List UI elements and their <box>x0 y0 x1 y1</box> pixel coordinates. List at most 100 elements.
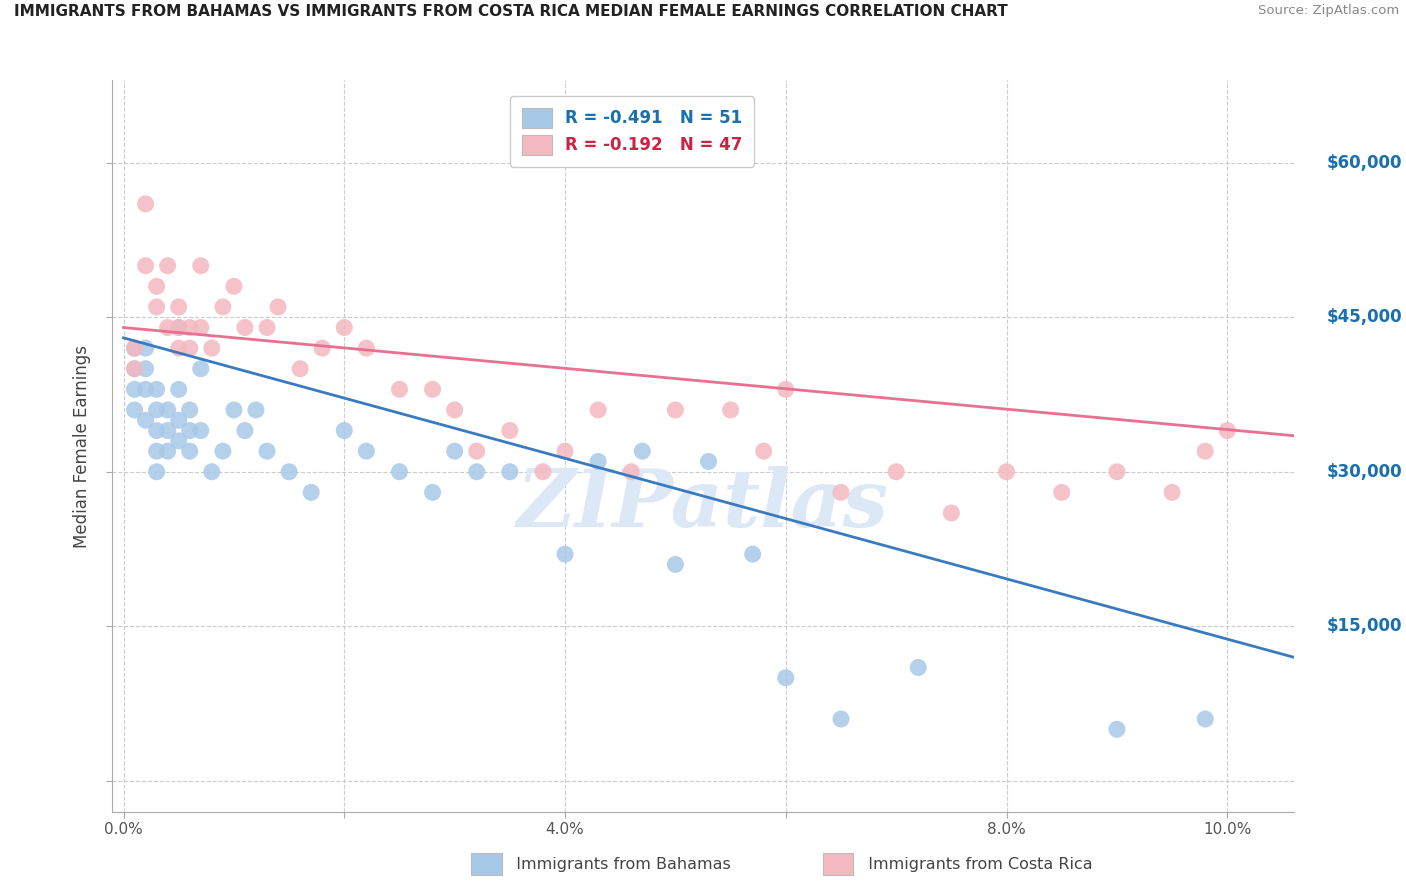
Point <box>201 465 224 479</box>
Point <box>201 341 224 355</box>
Point <box>311 341 333 355</box>
Point <box>720 403 742 417</box>
Point <box>465 465 488 479</box>
Point <box>697 454 720 468</box>
Point <box>388 465 411 479</box>
Point <box>1194 712 1216 726</box>
Point <box>124 361 146 376</box>
Point <box>830 712 852 726</box>
Point <box>145 279 167 293</box>
Point <box>664 558 686 572</box>
Point <box>156 403 179 417</box>
Point <box>499 424 522 438</box>
Point <box>1105 723 1128 737</box>
Point <box>212 444 235 458</box>
Point <box>531 465 554 479</box>
Text: $15,000: $15,000 <box>1327 617 1402 635</box>
Point <box>620 465 643 479</box>
Point <box>333 424 356 438</box>
Point <box>145 444 167 458</box>
Point <box>995 465 1018 479</box>
Point <box>124 341 146 355</box>
Point <box>156 259 179 273</box>
Point <box>222 403 245 417</box>
Point <box>135 382 157 396</box>
Point <box>179 403 201 417</box>
Point <box>233 424 256 438</box>
Point <box>775 671 797 685</box>
Point <box>145 424 167 438</box>
Point <box>190 259 212 273</box>
Point <box>741 547 763 561</box>
Point <box>167 413 190 427</box>
Point <box>124 382 146 396</box>
Point <box>554 547 576 561</box>
Point <box>179 424 201 438</box>
Point <box>443 403 465 417</box>
Text: Immigrants from Costa Rica: Immigrants from Costa Rica <box>858 857 1092 872</box>
Point <box>1216 424 1239 438</box>
Point <box>167 434 190 448</box>
Point <box>167 300 190 314</box>
Point <box>499 465 522 479</box>
Point <box>356 341 378 355</box>
Point <box>167 382 190 396</box>
Point <box>190 320 212 334</box>
Point <box>1105 465 1128 479</box>
Point <box>245 403 267 417</box>
Point <box>299 485 322 500</box>
Point <box>267 300 290 314</box>
Point <box>190 424 212 438</box>
Point <box>156 320 179 334</box>
Point <box>422 382 444 396</box>
Text: Immigrants from Bahamas: Immigrants from Bahamas <box>506 857 731 872</box>
Point <box>388 382 411 396</box>
Point <box>586 403 609 417</box>
Point <box>356 444 378 458</box>
Point <box>664 403 686 417</box>
Point <box>907 660 929 674</box>
Point <box>135 341 157 355</box>
Text: $45,000: $45,000 <box>1327 309 1402 326</box>
Point <box>167 320 190 334</box>
Point <box>145 403 167 417</box>
Point <box>752 444 775 458</box>
Point <box>233 320 256 334</box>
Text: $30,000: $30,000 <box>1327 463 1402 481</box>
Point <box>135 259 157 273</box>
Point <box>554 444 576 458</box>
Point <box>830 485 852 500</box>
Point <box>443 444 465 458</box>
Point <box>124 361 146 376</box>
Point <box>1161 485 1184 500</box>
Point <box>135 413 157 427</box>
Point <box>156 424 179 438</box>
Legend: R = -0.491   N = 51, R = -0.192   N = 47: R = -0.491 N = 51, R = -0.192 N = 47 <box>510 96 754 167</box>
Point <box>156 444 179 458</box>
Point <box>179 444 201 458</box>
Point <box>775 382 797 396</box>
Point <box>135 361 157 376</box>
Point <box>941 506 963 520</box>
Point <box>167 341 190 355</box>
Point <box>1194 444 1216 458</box>
Text: ZIPatlas: ZIPatlas <box>517 466 889 543</box>
Point <box>145 300 167 314</box>
Point <box>167 320 190 334</box>
Point <box>631 444 654 458</box>
Point <box>145 382 167 396</box>
Point <box>586 454 609 468</box>
Point <box>212 300 235 314</box>
Point <box>124 341 146 355</box>
Point <box>179 341 201 355</box>
Point <box>422 485 444 500</box>
Point <box>333 320 356 334</box>
Point <box>179 320 201 334</box>
Point <box>465 444 488 458</box>
Point <box>222 279 245 293</box>
Point <box>145 465 167 479</box>
Point <box>190 361 212 376</box>
Point <box>135 197 157 211</box>
Point <box>1050 485 1073 500</box>
Point <box>124 403 146 417</box>
